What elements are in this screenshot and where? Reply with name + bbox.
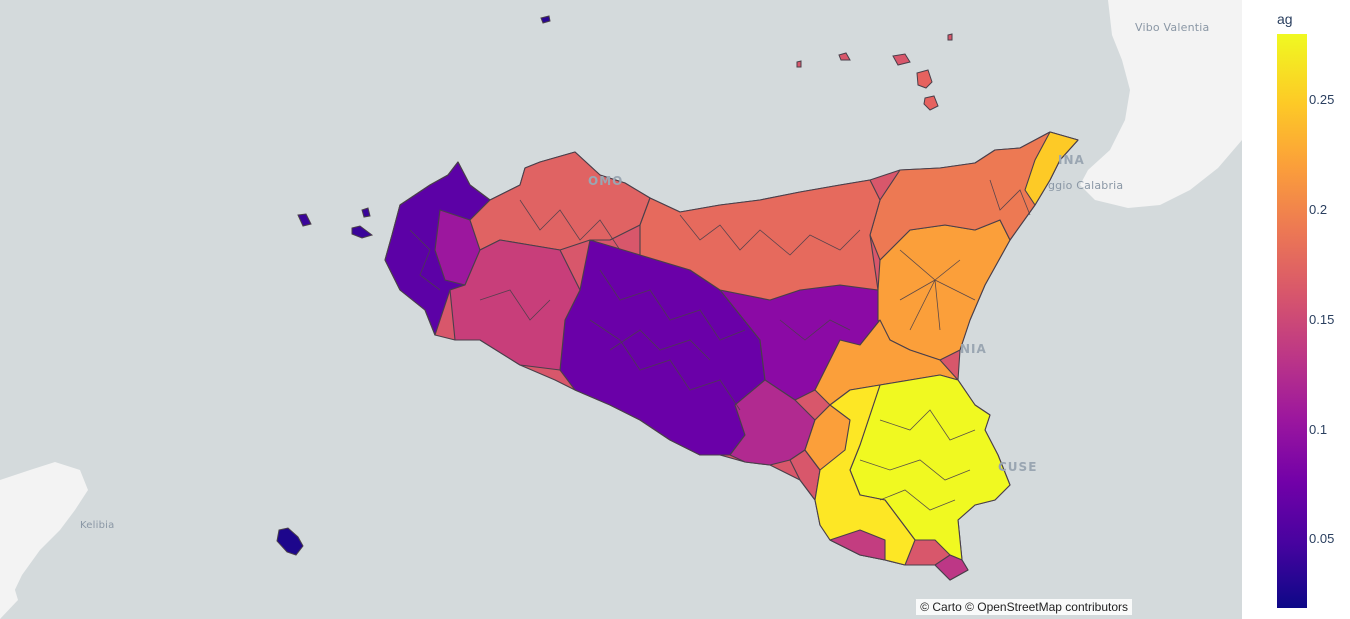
municipal-borders	[409, 179, 1031, 511]
island-stromboli	[947, 33, 953, 41]
region-trapani-east	[449, 239, 581, 371]
island-lipari	[916, 69, 933, 89]
island-aeolian-2	[838, 52, 851, 61]
colorbar-gradient	[1277, 34, 1307, 608]
island-ustica	[540, 15, 551, 24]
colorbar-tick-0.1: 0.1	[1309, 422, 1328, 437]
island-vulcano	[923, 95, 939, 111]
map-canvas[interactable]: Vibo Valentia ggio Calabria INA OMO NIA …	[0, 0, 1242, 619]
colorbar-tick-0.25: 0.25	[1309, 92, 1335, 107]
colorbar-tick-0.15: 0.15	[1309, 312, 1335, 327]
island-egadi-1	[297, 213, 312, 227]
label-messina: INA	[1058, 153, 1085, 167]
island-aeolian-3	[892, 53, 911, 66]
label-vibo-valentia: Vibo Valentia	[1135, 21, 1210, 34]
label-syracuse: CUSE	[998, 460, 1038, 474]
calabria-land	[1080, 0, 1242, 208]
tunisia-land-2	[0, 540, 18, 619]
region-ragusa-orange	[804, 404, 851, 471]
map-attribution[interactable]: © Carto © OpenStreetMap contributors	[916, 599, 1132, 615]
colorbar-tick-0.2: 0.2	[1309, 202, 1328, 217]
label-catania: NIA	[960, 342, 987, 356]
tunisia-land	[0, 462, 88, 619]
colorbar: ag 0.25 0.2 0.15 0.1 0.05	[1242, 0, 1350, 619]
colorbar-tick-0.05: 0.05	[1309, 531, 1335, 546]
island-egadi-2	[351, 225, 374, 239]
island-pantelleria	[276, 527, 304, 556]
colorbar-title: ag	[1277, 11, 1293, 27]
label-reggio-calabria: ggio Calabria	[1048, 179, 1124, 192]
region-south-coast	[829, 529, 886, 561]
region-madonie	[639, 179, 881, 301]
island-aeolian-1	[796, 60, 802, 68]
label-palermo: OMO	[588, 174, 624, 188]
label-kelibia: Kelibia	[80, 520, 115, 531]
island-egadi-3	[361, 207, 371, 218]
region-messina-tip	[1024, 131, 1079, 206]
map-layer	[0, 0, 1242, 619]
region-south-tip	[934, 554, 969, 581]
